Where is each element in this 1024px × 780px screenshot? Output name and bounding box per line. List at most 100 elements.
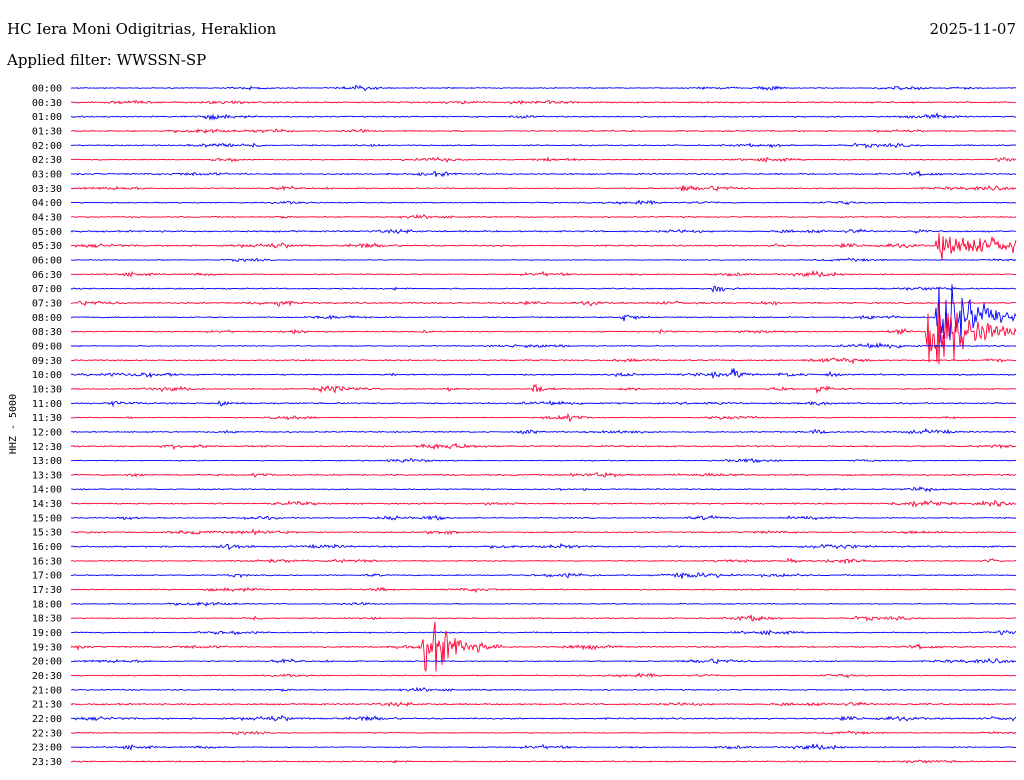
trace-0530 (70, 232, 1017, 260)
trace-1700 (70, 572, 1017, 579)
row-label-0600: 06:00 (32, 256, 62, 267)
trace-1630 (70, 557, 1017, 565)
row-label-0830: 08:30 (32, 327, 62, 338)
row-label-1800: 18:00 (32, 599, 62, 610)
row-label-0300: 03:00 (32, 170, 62, 181)
row-label-0630: 06:30 (32, 270, 62, 281)
trace-0230 (70, 156, 1017, 164)
row-label-0800: 08:00 (32, 313, 62, 324)
trace-1530 (70, 528, 1017, 536)
trace-2030 (70, 672, 1017, 679)
row-label-1730: 17:30 (32, 585, 62, 596)
trace-1130 (70, 412, 1017, 423)
row-label-0130: 01:30 (32, 127, 62, 138)
row-label-0330: 03:30 (32, 184, 62, 195)
helicorder-header: HC Iera Moni Odigitrias, Heraklion 2025-… (0, 0, 1024, 80)
trace-2130 (70, 701, 1017, 708)
row-label-2330: 23:30 (32, 757, 62, 768)
row-label-1400: 14:00 (32, 485, 62, 496)
row-label-1130: 11:30 (32, 413, 62, 424)
trace-1730 (70, 586, 1016, 594)
trace-0930 (70, 357, 1017, 365)
trace-0900 (70, 342, 1017, 349)
date-label: 2025-11-07 (929, 20, 1016, 38)
trace-0830 (70, 303, 1017, 365)
row-label-0430: 04:30 (32, 213, 62, 224)
row-label-2300: 23:00 (32, 743, 62, 754)
trace-1230 (70, 442, 1017, 451)
station-title: HC Iera Moni Odigitrias, Heraklion (7, 20, 277, 38)
row-label-0200: 02:00 (32, 141, 62, 152)
row-label-1930: 19:30 (32, 642, 62, 653)
trace-1900 (70, 629, 1017, 637)
row-label-2200: 22:00 (32, 714, 62, 725)
filter-label: Applied filter: WWSSN-SP (7, 51, 207, 69)
trace-0430 (70, 213, 1017, 220)
row-label-1100: 11:00 (32, 399, 62, 410)
row-label-1230: 12:30 (32, 442, 62, 453)
trace-1430 (70, 499, 1017, 508)
trace-1000 (70, 367, 1017, 380)
trace-1330 (70, 471, 1017, 478)
trace-0300 (70, 170, 1017, 178)
trace-1300 (70, 457, 1017, 464)
row-label-0900: 09:00 (32, 341, 62, 352)
row-label-1530: 15:30 (32, 528, 62, 539)
row-label-0700: 07:00 (32, 284, 62, 295)
trace-1400 (71, 485, 1017, 493)
row-label-0100: 01:00 (32, 112, 62, 123)
seismic-traces (70, 84, 1017, 764)
trace-2100 (70, 686, 1017, 693)
trace-0000 (70, 84, 1017, 92)
row-label-1700: 17:00 (32, 571, 62, 582)
trace-1600 (70, 542, 1017, 551)
trace-2200 (70, 714, 1017, 722)
trace-0400 (70, 199, 1017, 206)
trace-1200 (70, 427, 1017, 435)
trace-0500 (70, 228, 1017, 235)
row-label-1500: 15:00 (32, 513, 62, 524)
row-label-2000: 20:00 (32, 657, 62, 668)
row-label-0730: 07:30 (32, 298, 62, 309)
row-label-2030: 20:30 (32, 671, 62, 682)
trace-0630 (70, 270, 1017, 278)
trace-1030 (70, 383, 1017, 395)
row-label-2230: 22:30 (32, 728, 62, 739)
trace-0330 (70, 184, 1017, 192)
trace-0700 (70, 285, 1017, 293)
trace-1800 (70, 601, 1017, 607)
row-label-0230: 02:30 (32, 155, 62, 166)
row-label-1330: 13:30 (32, 470, 62, 481)
row-label-0030: 00:30 (32, 98, 62, 109)
row-label-2100: 21:00 (32, 685, 62, 696)
row-label-1900: 19:00 (32, 628, 62, 639)
row-label-1200: 12:00 (32, 427, 62, 438)
row-label-1600: 16:00 (32, 542, 62, 553)
row-label-2130: 21:30 (32, 700, 62, 711)
row-label-1830: 18:30 (32, 614, 62, 625)
trace-1930 (70, 621, 1017, 672)
row-label-1000: 10:00 (32, 370, 62, 381)
row-label-0500: 05:00 (32, 227, 62, 238)
row-labels: 00:00 00:30 01:00 01:30 02:00 02:30 03:00 03:30… (32, 84, 62, 769)
y-axis-label: HHZ - 5000 (8, 394, 19, 454)
trace-2300 (70, 743, 1017, 751)
row-label-0400: 04:00 (32, 198, 62, 209)
trace-0130 (70, 128, 1017, 134)
row-label-0530: 05:30 (32, 241, 62, 252)
row-label-1300: 13:00 (32, 456, 62, 467)
trace-1500 (70, 514, 1017, 521)
trace-2000 (70, 657, 1017, 665)
trace-0100 (70, 112, 1017, 121)
row-label-1030: 10:30 (32, 384, 62, 395)
row-label-0930: 09:30 (32, 356, 62, 367)
trace-0200 (70, 142, 1017, 149)
row-label-0000: 00:00 (32, 84, 62, 95)
trace-0730 (70, 300, 1017, 307)
trace-0600 (70, 257, 1017, 263)
trace-1100 (70, 400, 1017, 408)
trace-1830 (70, 614, 1017, 622)
row-label-1430: 14:30 (32, 499, 62, 510)
trace-0030 (70, 99, 1017, 105)
